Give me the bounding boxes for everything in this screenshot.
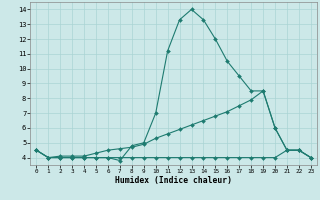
X-axis label: Humidex (Indice chaleur): Humidex (Indice chaleur) <box>115 176 232 185</box>
